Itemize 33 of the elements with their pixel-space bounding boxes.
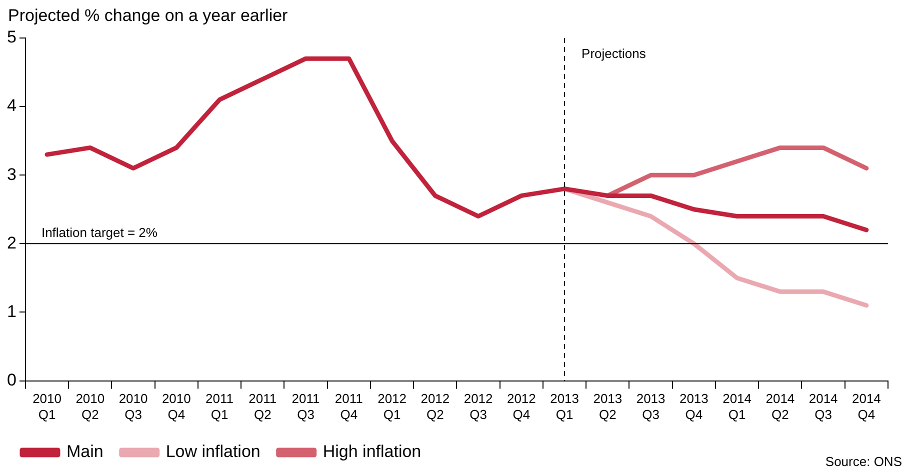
- x-tick-label: 2012 Q4: [506, 391, 536, 422]
- x-tick-label: 2012 Q2: [420, 391, 450, 422]
- x-tick-label: 2013 Q1: [550, 391, 580, 422]
- legend-label: High inflation: [322, 442, 422, 462]
- ref-line-label: Projections: [582, 46, 646, 62]
- y-tick-label: 2: [6, 233, 16, 252]
- x-tick-label: 2010 Q3: [118, 391, 148, 422]
- x-tick-label: 2014 Q2: [766, 391, 795, 422]
- ref-line-label: Inflation target = 2%: [41, 224, 158, 240]
- x-tick-label: 2010 Q2: [76, 391, 105, 422]
- y-tick-label: 1: [6, 302, 16, 321]
- x-tick-label: 2014 Q4: [852, 391, 881, 422]
- legend-label: Main: [66, 442, 104, 462]
- x-tick-label: 2011 Q4: [334, 391, 363, 422]
- y-tick-label: 5: [6, 28, 16, 47]
- y-tick-label: 0: [6, 370, 16, 390]
- source-note: Source: ONS: [825, 454, 902, 469]
- y-tick-label: 3: [6, 164, 16, 184]
- x-tick-label: 2010 Q1: [32, 391, 62, 422]
- x-tick-label: 2011 Q2: [248, 391, 277, 422]
- y-axis-title: Projected % change on a year earlier: [8, 6, 288, 26]
- x-tick-label: 2014 Q3: [808, 391, 838, 422]
- x-tick-label: 2012 Q1: [378, 391, 406, 422]
- legend-label: Low inflation: [166, 442, 260, 462]
- x-tick-label: 2011 Q1: [206, 391, 234, 422]
- x-tick-label: 2013 Q4: [679, 391, 708, 422]
- x-tick-label: 2013 Q3: [636, 391, 666, 422]
- x-tick-label: 2011 Q3: [292, 391, 320, 422]
- y-tick-label: 4: [6, 96, 16, 116]
- x-tick-label: 2010 Q4: [162, 391, 191, 422]
- x-tick-label: 2013 Q2: [593, 391, 622, 422]
- x-tick-label: 2014 Q1: [722, 391, 752, 422]
- x-tick-label: 2012 Q3: [464, 391, 493, 422]
